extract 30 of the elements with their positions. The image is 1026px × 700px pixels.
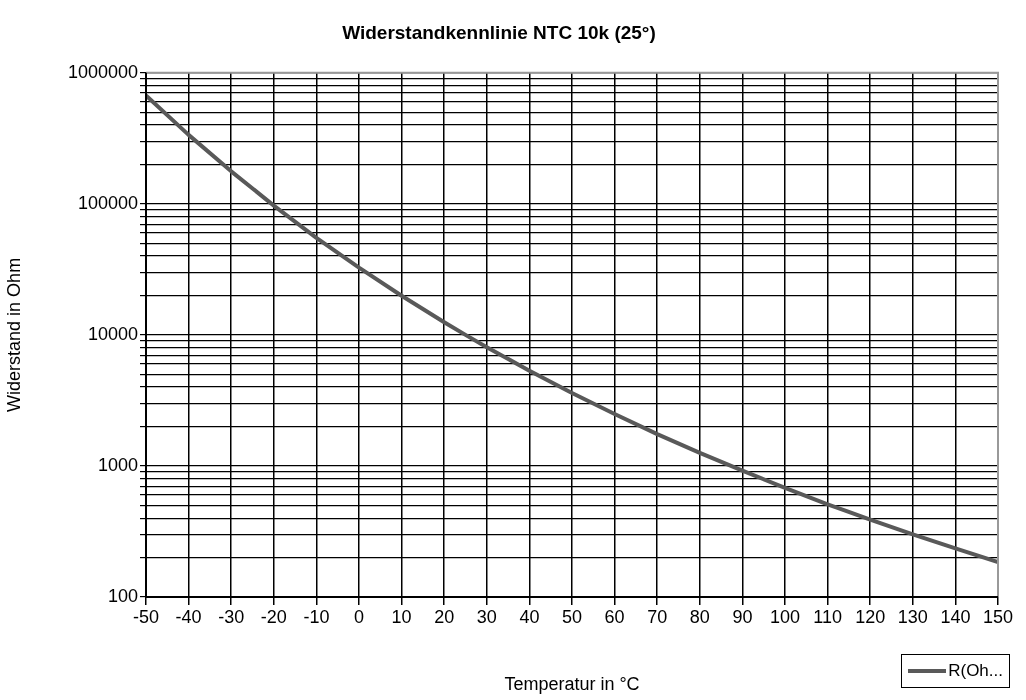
x-tick-label: 100 — [769, 606, 801, 627]
x-tick-label: 150 — [982, 606, 1014, 627]
x-tick-label: 40 — [519, 606, 540, 627]
x-tick-label: -20 — [260, 606, 287, 627]
x-tick-label: 130 — [897, 606, 928, 627]
x-tick-label: 90 — [732, 606, 753, 627]
y-tick-label: 100 — [107, 585, 138, 606]
x-tick-label: 70 — [647, 606, 668, 627]
x-tick-label: 0 — [353, 606, 365, 627]
y-tick-label: 1000 — [97, 454, 138, 475]
y-tick-label: 1000000 — [67, 61, 138, 82]
chart-title: Widerstandkennlinie NTC 10k (25°) — [342, 21, 656, 43]
y-tick-label: 100000 — [77, 192, 138, 213]
x-axis-title: Temperatur in °C — [504, 674, 640, 695]
x-tick-label: 60 — [604, 606, 625, 627]
x-tick-label: 50 — [561, 606, 583, 627]
x-tick-label: 140 — [940, 606, 971, 627]
legend-label: R(Oh... — [948, 661, 1003, 681]
x-tick-label: 110 — [813, 606, 842, 627]
x-tick-label: -40 — [175, 606, 202, 627]
x-tick-label: -30 — [218, 606, 245, 627]
y-tick-label: 10000 — [87, 323, 138, 344]
x-tick-label: 80 — [689, 606, 710, 627]
x-tick-label: -50 — [132, 606, 160, 627]
x-tick-label: 30 — [476, 606, 497, 627]
x-tick-label: 10 — [391, 606, 412, 627]
y-axis-title: Widerstand in Ohm — [3, 257, 24, 412]
x-tick-label: -10 — [303, 606, 330, 627]
x-tick-label: 120 — [855, 606, 886, 627]
x-tick-label: 20 — [434, 606, 455, 627]
